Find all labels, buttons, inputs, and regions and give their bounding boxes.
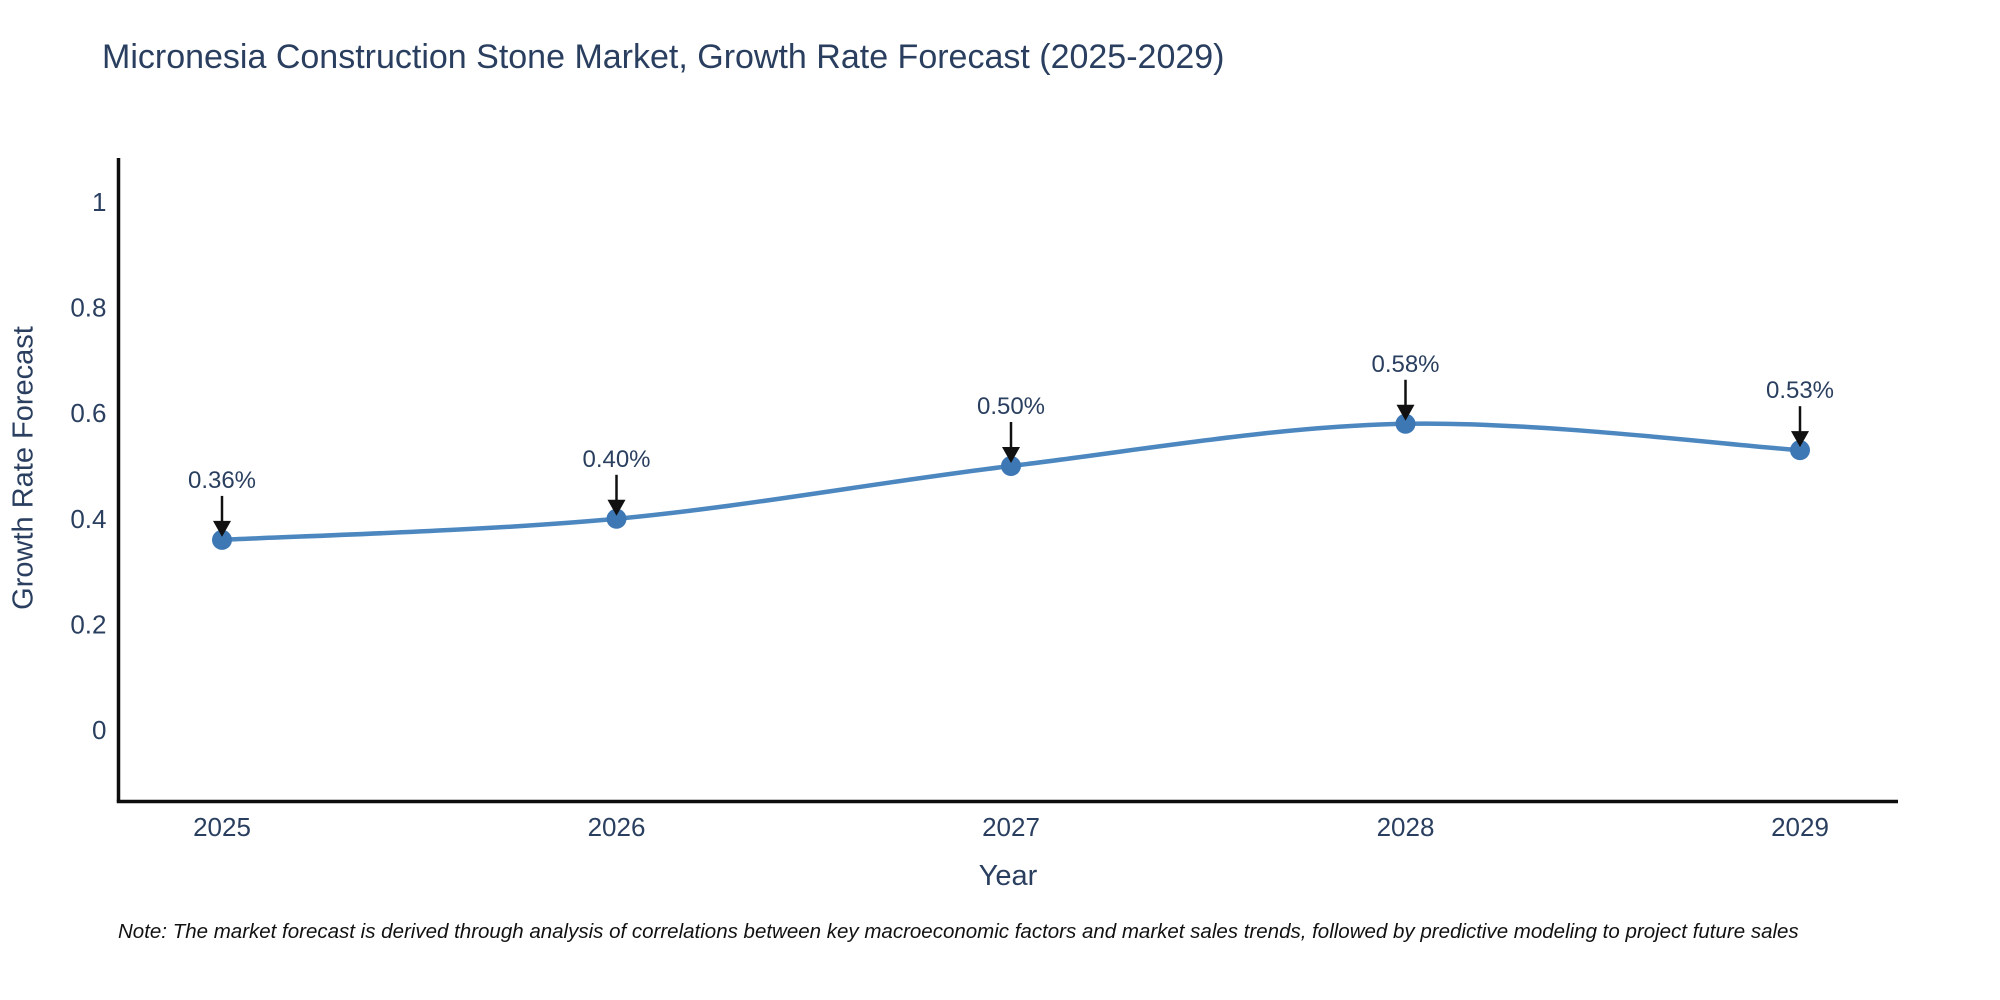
y-tick-label: 0.8	[70, 293, 106, 323]
annotation-arrow-head	[1791, 431, 1809, 448]
point-value-label: 0.53%	[1766, 377, 1834, 404]
y-axis-title: Growth Rate Forecast	[7, 326, 40, 610]
annotation-arrow-head	[1396, 404, 1415, 421]
data-point-marker	[606, 508, 627, 529]
y-tick-label: 0.2	[70, 609, 106, 639]
point-value-label: 0.36%	[188, 467, 256, 494]
y-tick-label: 0.6	[70, 398, 106, 428]
chart-title: Micronesia Construction Stone Market, Gr…	[102, 38, 1225, 76]
x-tick-label: 2029	[1771, 812, 1829, 842]
x-tick-label: 2028	[1377, 812, 1435, 842]
data-point-marker	[1790, 440, 1810, 461]
x-tick-label: 2027	[982, 812, 1040, 842]
point-value-label: 0.50%	[977, 393, 1045, 420]
x-tick-label: 2025	[193, 812, 251, 842]
data-point-marker	[1395, 413, 1416, 434]
annotation-arrow-head	[607, 499, 626, 516]
x-axis-title: Year	[978, 860, 1038, 892]
annotation-arrow-head	[213, 520, 231, 537]
x-tick-label: 2026	[588, 812, 646, 842]
point-value-label: 0.58%	[1371, 351, 1439, 378]
y-tick-label: 0.4	[70, 504, 106, 534]
footnote: Note: The market forecast is derived thr…	[118, 920, 1799, 943]
data-point-marker	[212, 529, 232, 550]
data-point-marker	[1001, 456, 1021, 476]
point-value-label: 0.40%	[582, 446, 650, 473]
y-tick-label: 1	[92, 187, 106, 217]
y-tick-label: 0	[92, 715, 106, 745]
annotation-arrow-head	[1002, 447, 1020, 463]
